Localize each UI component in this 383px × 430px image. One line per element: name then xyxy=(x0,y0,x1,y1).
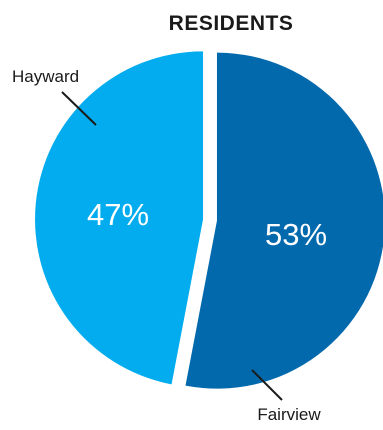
slice-percent-hayward: 47% xyxy=(87,197,149,232)
pie-slice-fairview xyxy=(185,52,383,389)
chart-title: RESIDENTS xyxy=(169,12,294,35)
slice-label-hayward: Hayward xyxy=(12,67,79,86)
slice-label-fairview: Fairview xyxy=(257,405,321,424)
slice-percent-fairview: 53% xyxy=(265,217,327,252)
leader-line-hayward xyxy=(61,91,97,126)
leader-line-fairview xyxy=(251,369,283,401)
pie-slice-hayward xyxy=(35,51,204,385)
